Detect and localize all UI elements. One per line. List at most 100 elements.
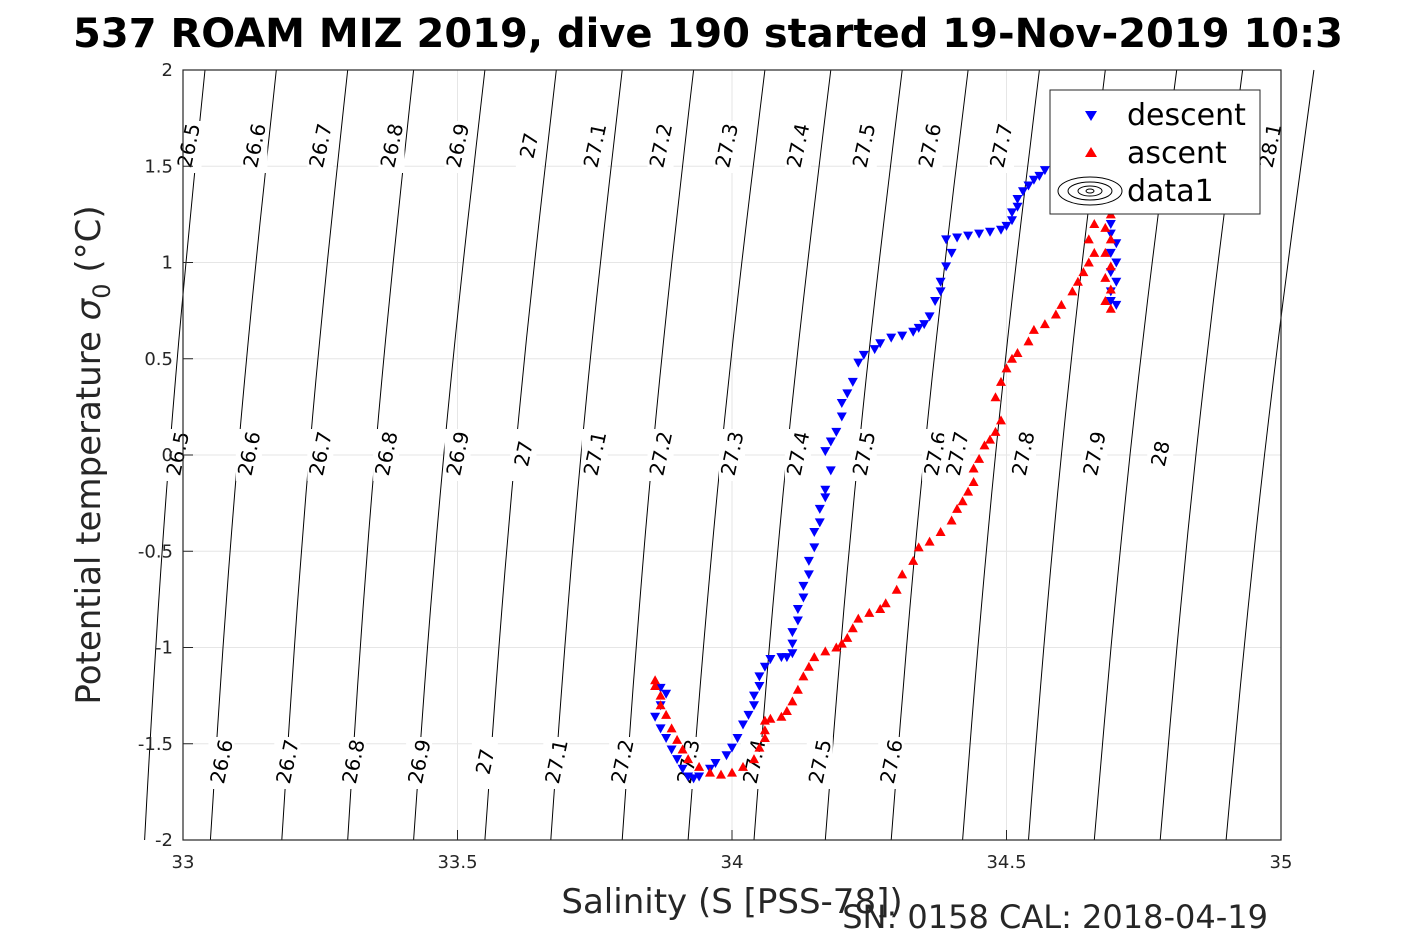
descent-point: [946, 248, 957, 258]
contour-label: 27: [515, 131, 544, 161]
contour-label-bg: [175, 121, 202, 173]
ascent-point: [650, 675, 661, 685]
descent-point: [1012, 195, 1023, 204]
descent-point: [820, 485, 831, 495]
ascent-point: [963, 486, 974, 496]
descent-point: [650, 712, 661, 722]
descent-point: [930, 297, 941, 306]
ascent-point: [1083, 257, 1094, 267]
ascent-series: [650, 165, 1116, 779]
contour-label-bg: [1081, 429, 1108, 481]
descent-marker-icon: [1085, 111, 1097, 121]
density-contour-line: [550, 69, 623, 841]
contour-label-bg: [241, 121, 268, 173]
ascent-point: [820, 646, 831, 656]
descent-point: [1105, 220, 1116, 229]
descent-point: [908, 327, 919, 337]
ascent-point: [792, 684, 803, 694]
descent-point: [913, 323, 924, 333]
descent-point: [787, 639, 798, 649]
descent-point: [759, 662, 770, 672]
descent-point: [996, 225, 1006, 235]
descent-point: [1105, 248, 1116, 258]
ascent-point: [864, 607, 875, 617]
ascent-point: [1105, 303, 1116, 313]
ascent-point: [1105, 284, 1116, 294]
y-tick-label: 0: [162, 445, 173, 466]
descent-point: [732, 734, 743, 743]
contour-label-bg: [850, 429, 877, 481]
descent-point: [842, 389, 853, 399]
ascent-point: [1067, 286, 1078, 296]
ascent-point: [985, 434, 995, 444]
descent-point: [749, 691, 759, 701]
contour-label-bg: [373, 429, 400, 481]
descent-point: [1018, 187, 1028, 197]
ascent-point: [1105, 234, 1116, 244]
descent-point: [836, 412, 847, 422]
descent-point: [919, 320, 930, 330]
descent-point: [677, 764, 688, 774]
ascent-point: [754, 742, 765, 752]
descent-point: [924, 312, 935, 322]
legend-data1: data1: [1127, 174, 1214, 209]
descent-point: [803, 570, 814, 580]
descent-point: [875, 339, 886, 349]
y-tick-label: -0.5: [138, 541, 173, 562]
descent-point: [787, 628, 798, 638]
descent-point: [847, 377, 858, 387]
descent-point: [666, 745, 677, 755]
descent-point: [1105, 297, 1116, 306]
descent-point: [1111, 258, 1122, 268]
descent-point: [754, 682, 765, 691]
contour-label-bg: [806, 737, 833, 789]
descent-point: [655, 724, 666, 734]
descent-point: [825, 437, 836, 447]
ascent-point: [738, 761, 748, 771]
contour-label-bg: [713, 121, 740, 173]
descent-point: [952, 233, 963, 243]
descent-point: [754, 672, 765, 682]
descent-point: [721, 751, 732, 761]
descent-point: [661, 734, 672, 743]
contour-label-bg: [988, 121, 1014, 173]
descent-point: [814, 504, 825, 514]
x-tick-label: 33: [172, 852, 195, 873]
descent-point: [688, 774, 699, 784]
contour-label-bg: [878, 737, 905, 789]
ascent-point: [968, 463, 979, 473]
descent-point: [803, 556, 814, 566]
ascent-point: [1072, 276, 1083, 286]
density-contour-line: [413, 69, 486, 841]
ascent-point: [1028, 324, 1039, 334]
contour-label-bg: [406, 737, 433, 789]
contour-label-bg: [444, 429, 471, 481]
ascent-point: [705, 767, 715, 777]
descent-point: [869, 345, 880, 355]
x-tick-label: 33.5: [437, 852, 477, 873]
ascent-point: [655, 700, 666, 710]
ascent-point: [880, 598, 891, 608]
chart-title: 537 ROAM MIZ 2019, dive 190 started 19-N…: [73, 11, 1343, 57]
ascent-point: [1100, 222, 1111, 232]
descent-point: [809, 543, 820, 553]
ascent-point: [996, 376, 1006, 386]
descent-point: [1039, 166, 1050, 176]
descent-point: [1023, 181, 1034, 191]
ascent-point: [716, 769, 726, 779]
x-tick-label: 34.5: [986, 852, 1026, 873]
descent-point: [1111, 300, 1122, 310]
y-tick-label: 0.5: [144, 349, 173, 370]
ascent-point: [1100, 247, 1111, 257]
ascent-point: [803, 661, 814, 671]
ascent-point: [908, 555, 919, 565]
ascent-marker-icon: [1085, 147, 1097, 157]
contour-label-bg: [208, 737, 235, 789]
descent-point: [1007, 208, 1017, 218]
ascent-point: [1089, 247, 1100, 257]
descent-point: [935, 287, 946, 297]
ascent-point: [836, 638, 847, 648]
ascent-point: [968, 477, 979, 486]
ascent-point: [1100, 272, 1111, 282]
